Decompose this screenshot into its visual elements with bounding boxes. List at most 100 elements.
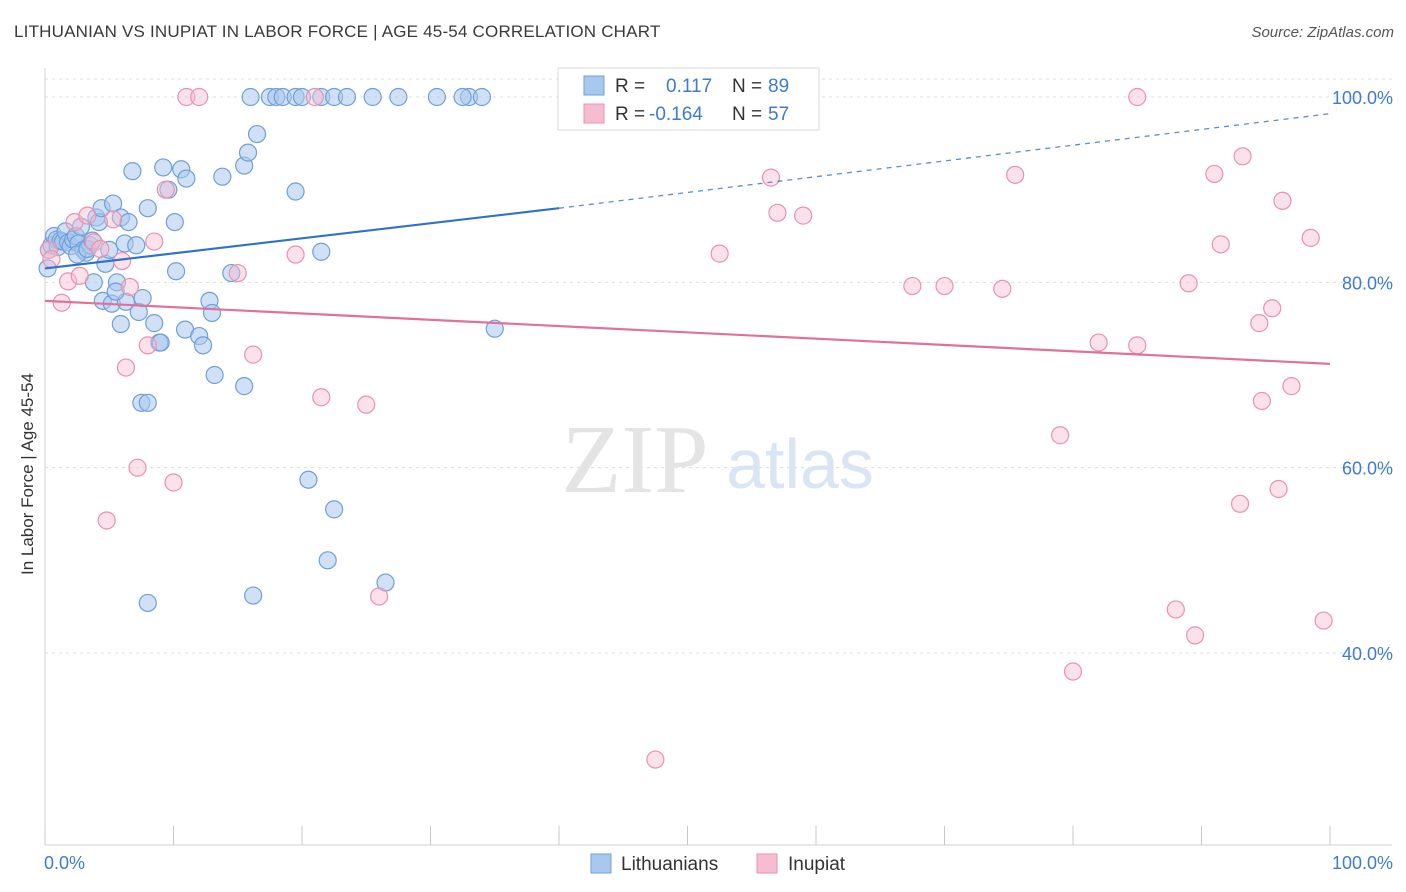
lithuanians-point xyxy=(244,586,263,605)
lithuanians-point xyxy=(472,87,491,107)
chart-title: LITHUANIAN VS INUPIAT IN LABOR FORCE | A… xyxy=(14,22,661,41)
stats-legend: R = 0.117 N = 89 R = -0.164 N = 57 xyxy=(557,67,820,131)
inupiat-point xyxy=(1063,662,1083,681)
inupiat-point xyxy=(1273,191,1292,210)
inupiat-point xyxy=(156,180,175,199)
lithuanians-point xyxy=(145,314,164,333)
stats-n-value-1: 89 xyxy=(768,76,789,97)
inupiat-point xyxy=(312,388,331,407)
inupiat-points xyxy=(39,87,1333,769)
lithuanians-point xyxy=(127,236,146,255)
stats-r-value-2: -0.164 xyxy=(649,104,703,125)
inupiat-point xyxy=(903,276,922,296)
stats-r-label-1: R = xyxy=(615,76,645,97)
inupiat-point xyxy=(1166,600,1185,619)
legend-swatch-lithuanians xyxy=(590,853,612,874)
lithuanians-point xyxy=(111,314,130,334)
series-legend: Lithuanians Inupiat xyxy=(590,853,846,875)
stats-r-label-2: R = xyxy=(615,104,645,125)
lithuanians-point xyxy=(453,87,472,107)
inupiat-point xyxy=(1211,235,1230,254)
inupiat-point xyxy=(244,345,263,364)
stats-n-label-1: N = xyxy=(732,76,762,97)
y-tick-label: 100.0% xyxy=(1332,88,1393,108)
inupiat-point xyxy=(1263,299,1282,318)
tick-labels: 100.0% 80.0% 60.0% 40.0% 0.0% 100.0% xyxy=(44,88,1393,873)
inupiat-point xyxy=(1051,426,1070,445)
inupiat-point xyxy=(164,473,183,492)
x-tick-label-left: 0.0% xyxy=(44,853,85,873)
lithuanians-point xyxy=(238,143,258,162)
legend-swatch-inupiat xyxy=(756,853,778,874)
stats-n-label-2: N = xyxy=(732,104,762,125)
inupiat-point xyxy=(1282,377,1301,396)
inupiat-point xyxy=(1089,333,1108,352)
lithuanians-point xyxy=(222,263,241,283)
lithuanians-point xyxy=(363,87,382,107)
inupiat-point xyxy=(305,87,324,107)
stats-legend-swatch-inupiat xyxy=(583,103,605,124)
legend-label-inupiat: Inupiat xyxy=(788,854,846,875)
inupiat-point xyxy=(1128,87,1147,107)
lithuanians-point xyxy=(235,377,254,396)
stats-legend-swatch-lithuanians xyxy=(583,75,605,96)
lithuanians-point xyxy=(337,87,357,107)
inupiat-point xyxy=(768,203,787,222)
lithuanians-point xyxy=(485,319,504,338)
inupiat-point xyxy=(1233,147,1252,166)
inupiat-point xyxy=(1252,391,1271,411)
lithuanians-point xyxy=(427,87,447,107)
trend-lines xyxy=(44,113,1331,365)
inupiat-point xyxy=(1185,626,1205,645)
inupiat-point xyxy=(1006,165,1025,184)
lithuanians-point xyxy=(247,124,267,144)
inupiat-point xyxy=(42,250,61,269)
lithuanians-point xyxy=(202,303,222,323)
watermark: ZIP atlas xyxy=(562,406,874,514)
lithuanians-point xyxy=(177,169,196,188)
inupiat-point xyxy=(1314,611,1333,630)
inupiat-trend-line xyxy=(44,299,1331,365)
lithuanians-point xyxy=(119,213,138,232)
legend-label-lithuanians: Lithuanians xyxy=(621,854,718,875)
lithuanians-point xyxy=(138,393,157,412)
source-credit: Source: ZipAtlas.com xyxy=(1251,24,1394,41)
lithuanians-point xyxy=(213,167,232,186)
y-tick-label: 80.0% xyxy=(1342,273,1393,293)
inupiat-point xyxy=(59,272,78,291)
lithuanians-point xyxy=(389,87,408,107)
watermark-atlas: atlas xyxy=(726,425,874,503)
inupiat-point xyxy=(993,279,1012,298)
inupiat-point xyxy=(91,239,110,259)
inupiat-point xyxy=(104,210,123,229)
axes-layer xyxy=(44,68,1392,846)
inupiat-point xyxy=(357,395,376,414)
y-tick-label: 60.0% xyxy=(1342,459,1393,479)
inupiat-point xyxy=(1269,479,1288,499)
watermark-zip: ZIP xyxy=(562,406,709,514)
inupiat-point xyxy=(128,458,147,477)
inupiat-point xyxy=(138,336,157,355)
lithuanians-point xyxy=(138,593,157,613)
inupiat-point xyxy=(1205,164,1224,184)
inupiat-point xyxy=(1128,336,1147,355)
inupiat-point xyxy=(794,206,813,225)
inupiat-point xyxy=(370,587,389,606)
lithuanians-point xyxy=(123,162,142,181)
inupiat-point xyxy=(120,277,139,297)
lithuanians-point xyxy=(193,336,213,355)
inupiat-point xyxy=(116,358,136,377)
lithuanians-point xyxy=(241,87,260,107)
x-tick-label-right: 100.0% xyxy=(1332,853,1393,873)
inupiat-point xyxy=(1179,274,1198,293)
inupiat-point xyxy=(935,276,954,296)
lithuanians-point xyxy=(138,199,157,218)
inupiat-point xyxy=(145,232,164,251)
inupiat-point xyxy=(710,244,729,263)
inupiat-point xyxy=(190,87,209,107)
inupiat-point xyxy=(1301,228,1320,247)
lithuanians-point xyxy=(312,242,331,261)
stats-n-value-2: 57 xyxy=(768,104,789,125)
stats-r-value-1: 0.117 xyxy=(666,76,712,97)
